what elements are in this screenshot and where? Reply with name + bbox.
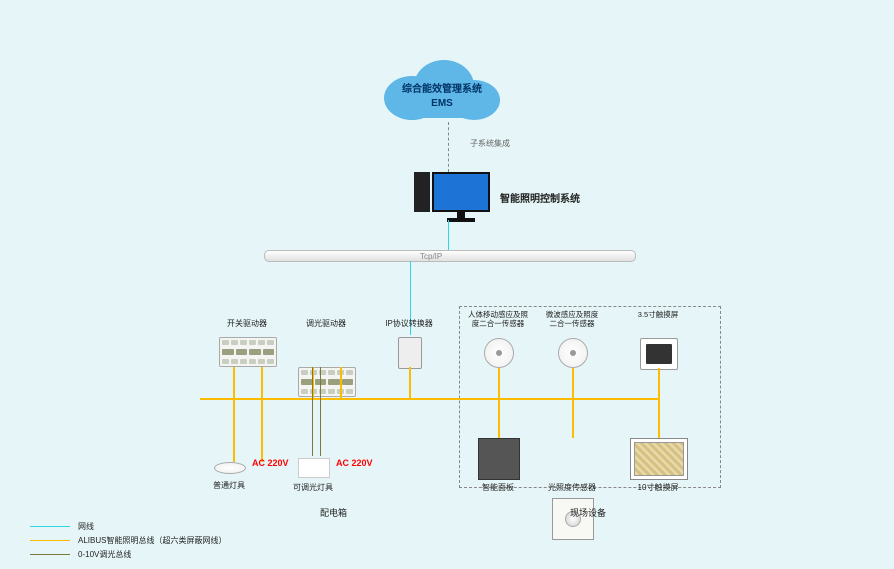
microwave-sensor [558,338,588,368]
lamp-normal [214,462,246,474]
label-touch10: 10寸触摸屏 [638,482,679,493]
label-micro-sensor: 微波感应及照度二合一传感器 [527,310,617,328]
ip-converter [398,337,422,369]
label-touch35: 3.5寸触摸屏 [613,310,703,319]
svg-text:综合能效管理系统: 综合能效管理系统 [402,82,482,95]
cloud-ems: 综合能效管理系统 EMS [372,52,512,126]
touch-35 [640,338,678,370]
touch-10 [630,438,688,480]
label-cabinet: 配电箱 [320,506,347,519]
tcpip-bus [264,250,636,262]
legend: 网线 ALIBUS智能照明总线（超六类屏蔽网线） 0-10V调光总线 [30,520,226,562]
control-system-label: 智能照明控制系统 [500,190,580,205]
label-switch-driver: 开关驱动器 [207,318,287,329]
lamp-dimmable [298,458,330,478]
label-smart-panel: 智能面板 [482,482,514,493]
subsystem-label: 子系统集成 [470,138,510,149]
legend-dim: 0-10V调光总线 [78,550,131,559]
smart-panel [478,438,520,480]
label-lamp-dim: 可调光灯具 [293,482,333,493]
control-workstation [414,172,490,212]
label-lamp-normal: 普通灯具 [213,480,245,491]
legend-net: 网线 [78,522,94,531]
lux-sensor [552,498,594,540]
label-ip-converter: IP协议转换器 [369,318,449,329]
label-lux-sensor: 光照度传感器 [548,482,596,493]
voltage-label-2: AC 220V [336,458,373,468]
bus-label: Tcp/IP [420,252,442,261]
voltage-label-1: AC 220V [252,458,289,468]
dim-driver [298,367,356,397]
legend-bus: ALIBUS智能照明总线（超六类屏蔽网线） [78,536,226,545]
svg-text:EMS: EMS [431,98,453,109]
label-dim-driver: 调光驱动器 [286,318,366,329]
label-field: 现场设备 [570,506,606,519]
body-sensor [484,338,514,368]
switch-driver [219,337,277,367]
